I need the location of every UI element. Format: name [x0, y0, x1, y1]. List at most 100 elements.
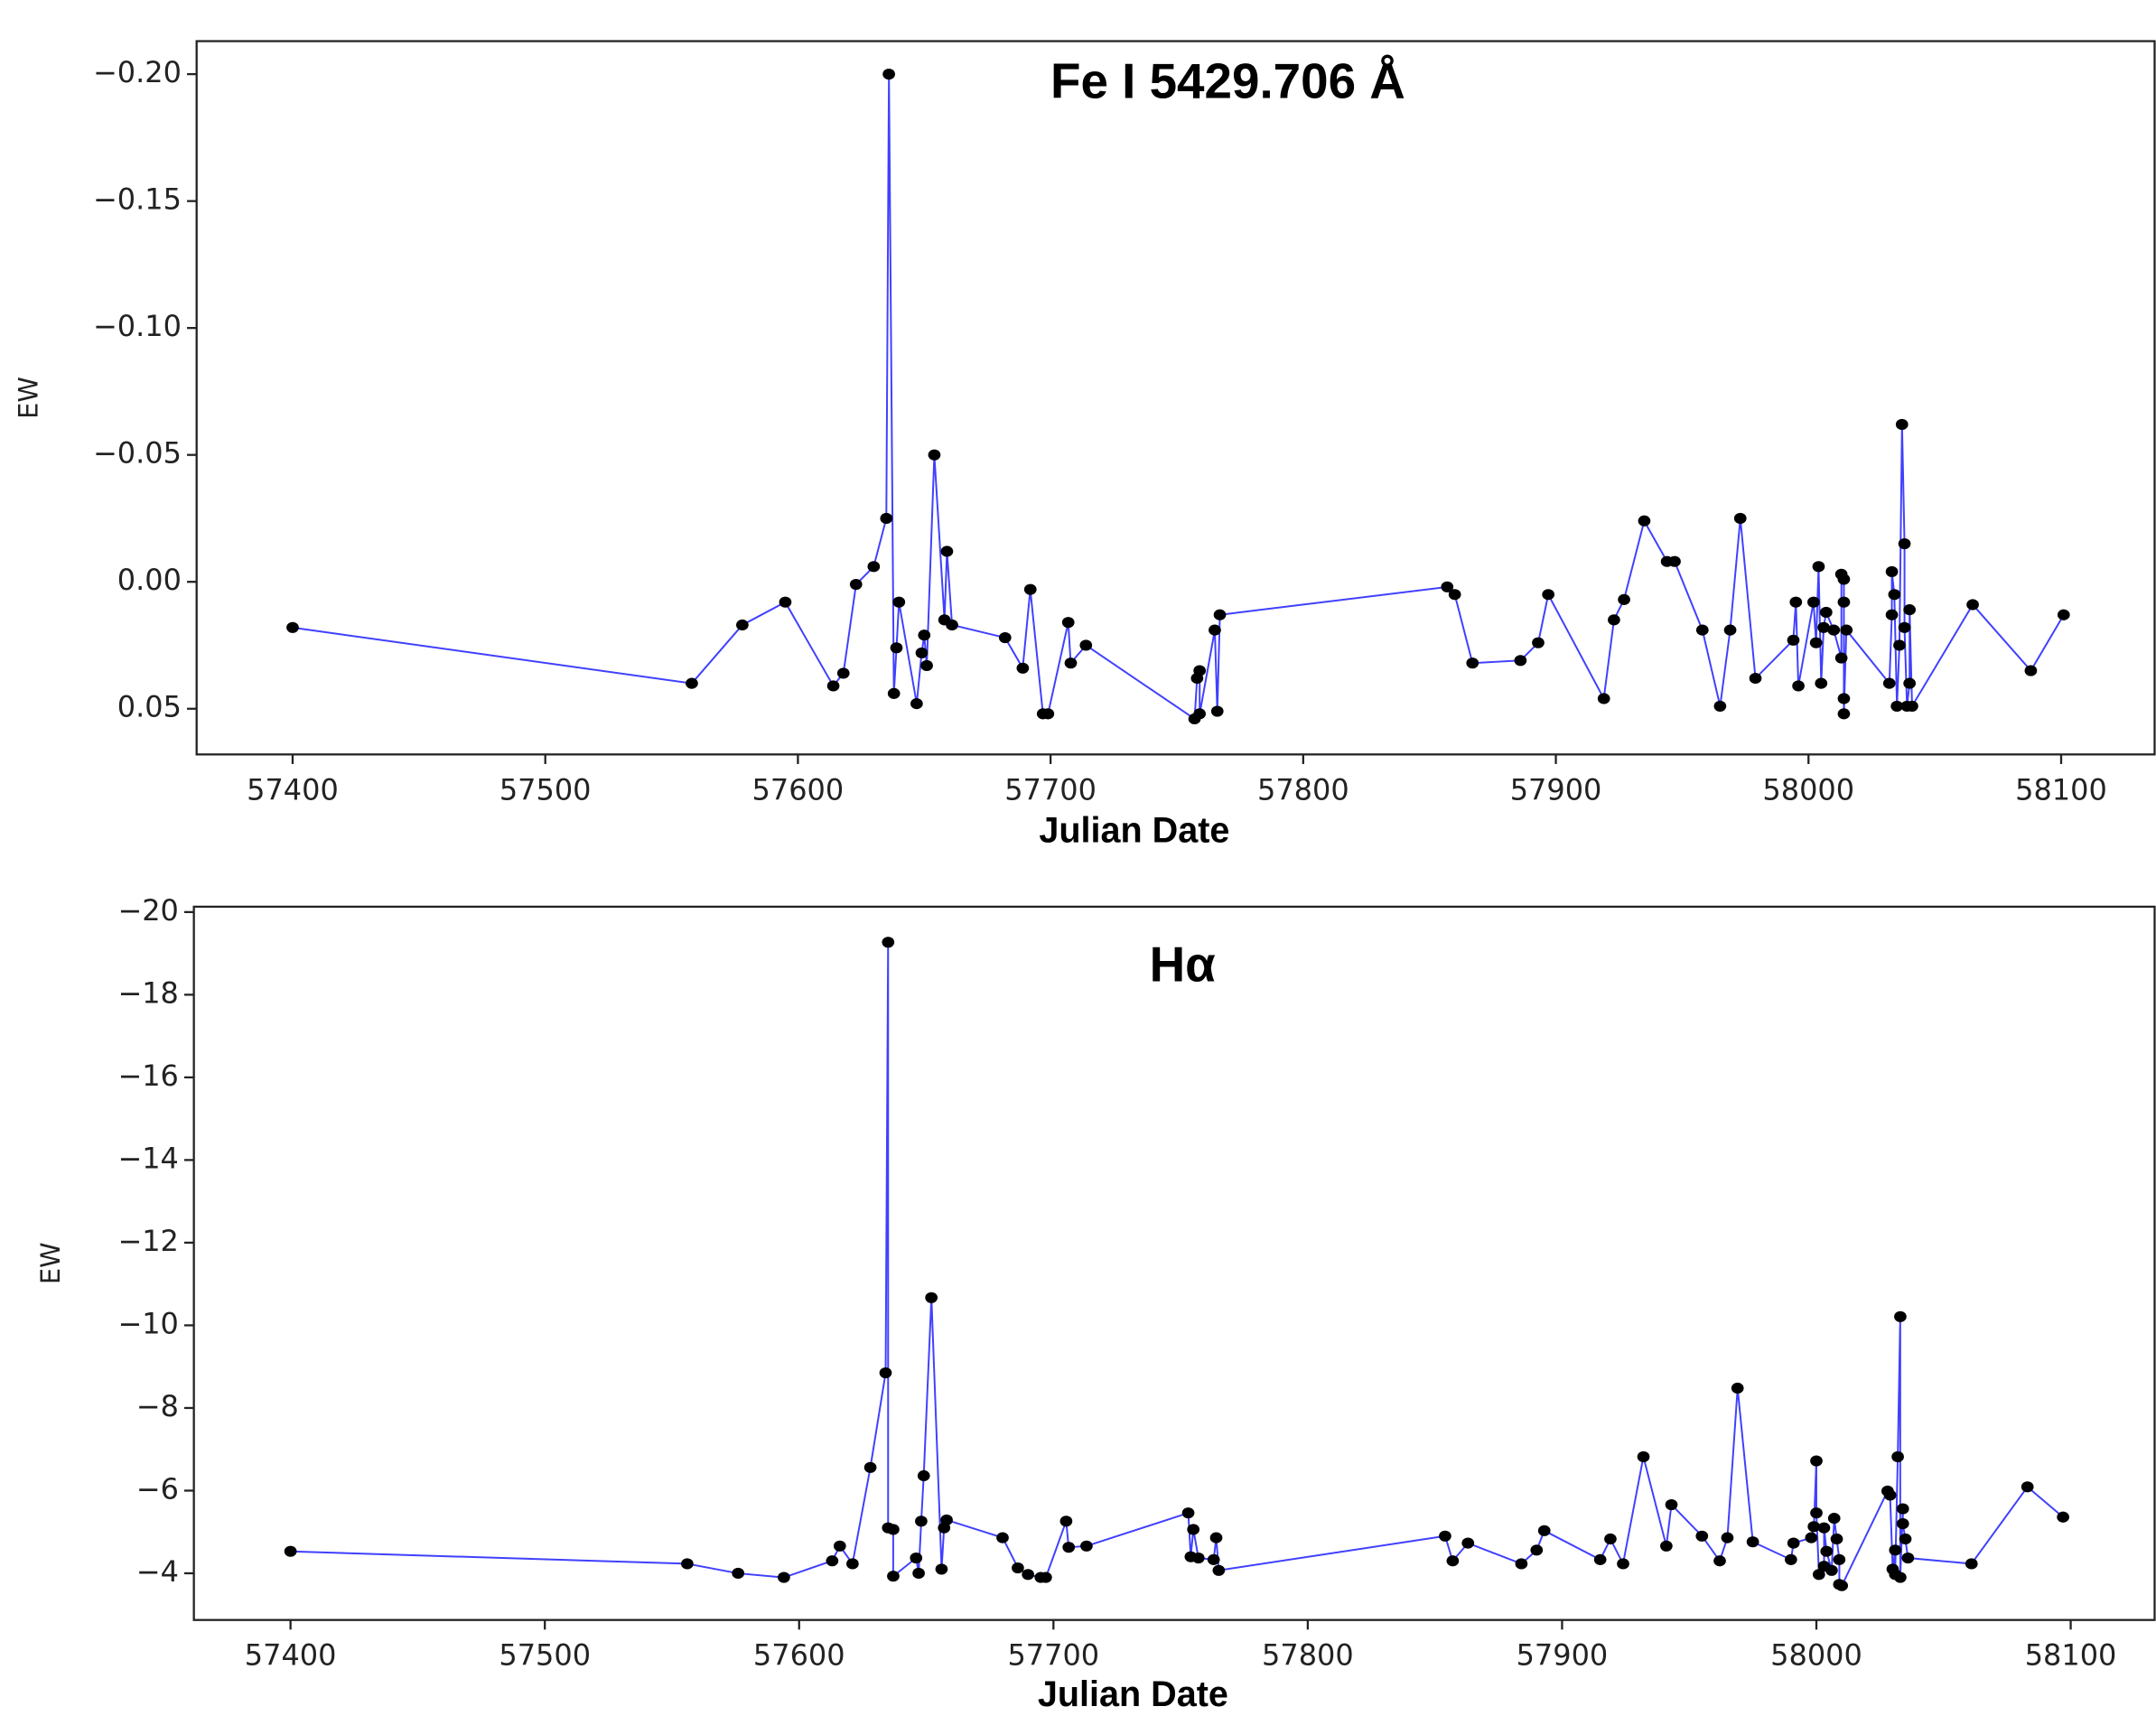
data-point [1461, 1537, 1475, 1549]
data-point [917, 1469, 930, 1482]
data-point [892, 596, 906, 608]
data-point [918, 630, 931, 641]
data-point [1059, 1515, 1073, 1527]
data-point [1827, 624, 1841, 636]
x-tick-label: 57700 [1007, 1638, 1099, 1673]
data-point [1209, 1532, 1223, 1543]
data-point [836, 667, 850, 679]
data-point [2057, 1511, 2069, 1523]
data-point [1837, 693, 1851, 704]
data-point [1515, 1558, 1528, 1570]
data-point [940, 1514, 953, 1526]
data-point [1062, 1542, 1076, 1553]
data-point [915, 647, 929, 658]
data-point [1723, 624, 1737, 636]
data-point [1888, 589, 1901, 601]
data-point [1532, 637, 1545, 648]
data-point [1542, 589, 1555, 601]
data-point [920, 659, 933, 672]
data-point [887, 1524, 900, 1535]
data-point [1617, 1558, 1629, 1570]
x-tick-label: 58100 [2025, 1638, 2117, 1673]
data-point [1660, 1540, 1673, 1552]
data-point [2057, 609, 2070, 620]
x-tick-label: 57800 [1257, 772, 1349, 807]
data-point [1787, 1537, 1800, 1549]
data-point [867, 561, 881, 573]
data-point [1061, 617, 1075, 629]
data-point [1890, 700, 1904, 713]
x-tick-label: 57400 [245, 1638, 337, 1673]
data-point [826, 680, 840, 692]
y-tick-label: −6 [136, 1471, 179, 1506]
data-point [1885, 609, 1899, 620]
data-point [1894, 1571, 1907, 1583]
data-point [1825, 1564, 1838, 1576]
data-point [1819, 606, 1833, 619]
data-point [1898, 537, 1911, 550]
y-tick-label: −0.20 [93, 55, 182, 89]
data-point [1837, 574, 1851, 585]
data-point [1537, 1525, 1551, 1536]
data-point [1894, 1310, 1907, 1322]
x-tick-label: 58100 [2015, 772, 2107, 807]
data-point [1812, 1569, 1825, 1581]
data-point [778, 1571, 790, 1583]
data-point [1903, 677, 1917, 689]
data-point [1181, 1507, 1195, 1519]
data-point [1022, 1569, 1035, 1581]
data-point [1792, 680, 1805, 692]
data-point [1064, 657, 1078, 669]
data-point [882, 69, 895, 80]
data-point [1815, 677, 1828, 689]
data-point [1668, 555, 1681, 567]
data-point [1212, 1564, 1226, 1576]
data-point [1012, 1562, 1024, 1574]
data-point [887, 687, 901, 699]
data-point [1638, 515, 1651, 527]
data-point [1840, 624, 1853, 636]
y-tick-label: 0.00 [117, 563, 182, 597]
y-tick-label: −18 [117, 975, 178, 1010]
data-point [1695, 1530, 1709, 1542]
data-point [732, 1567, 745, 1580]
data-point [1901, 1552, 1915, 1564]
data-point [686, 677, 698, 689]
data-point [910, 698, 923, 710]
data-point [1817, 1522, 1831, 1534]
data-point [928, 449, 941, 461]
data-point [1041, 708, 1055, 720]
x-tick-label: 57600 [753, 1638, 845, 1673]
data-point [1837, 708, 1851, 720]
data-point [286, 621, 299, 633]
data-point [1604, 1533, 1617, 1545]
data-point [1896, 1503, 1909, 1515]
data-point [935, 1563, 948, 1575]
chart-title: Fe I 5429.706 Å [1050, 53, 1405, 109]
data-point [1837, 596, 1851, 608]
data-point [2021, 1481, 2034, 1493]
data-point [1906, 700, 1918, 713]
data-point [1213, 609, 1227, 620]
x-tick-label: 57500 [499, 772, 592, 807]
data-point [1191, 1552, 1205, 1564]
data-point [1812, 561, 1825, 573]
data-point [1187, 1524, 1200, 1535]
data-point [1731, 1382, 1744, 1394]
x-axis-label: Julian Date [1038, 1674, 1228, 1714]
data-point [1889, 1544, 1902, 1556]
data-point [1514, 655, 1527, 667]
y-tick-label: −0.05 [93, 436, 182, 471]
data-point [1439, 1530, 1451, 1542]
y-tick-label: −12 [117, 1224, 178, 1258]
y-tick-label: −0.15 [93, 182, 182, 217]
data-point [849, 578, 863, 591]
x-tick-label: 57900 [1510, 772, 1602, 807]
data-point [880, 512, 893, 525]
x-tick-label: 57600 [752, 772, 845, 807]
data-point [1721, 1532, 1734, 1543]
data-point [1466, 657, 1479, 669]
data-point [1733, 512, 1747, 525]
data-point [1885, 565, 1899, 578]
